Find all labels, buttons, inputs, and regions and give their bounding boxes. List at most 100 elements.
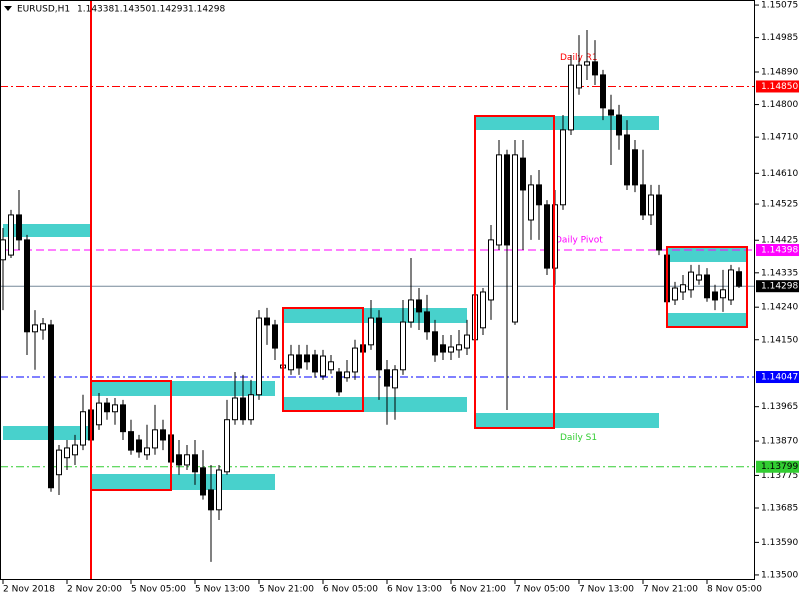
box — [282, 307, 364, 412]
candle-body — [680, 284, 686, 293]
candle-body — [376, 317, 382, 371]
zones — [3, 116, 747, 490]
ohlc-label: 1.14350 — [114, 5, 151, 15]
zone — [91, 474, 275, 490]
x-tick-label: 5 Nov 05:00 — [131, 585, 186, 595]
level-name: Daily Pivot — [555, 236, 603, 246]
y-tick-label: 1.13965 — [761, 402, 798, 412]
candle-body — [728, 269, 734, 301]
y-tick-label: 1.14150 — [761, 335, 798, 345]
candle-body — [464, 334, 470, 349]
candle-body — [520, 157, 526, 191]
candle-body — [576, 64, 582, 89]
candle-body — [152, 429, 158, 449]
candle-body — [536, 184, 542, 206]
box — [666, 246, 748, 328]
candle-body — [264, 317, 270, 326]
candle-body — [384, 369, 390, 387]
y-tick-label: 1.13775 — [761, 471, 798, 481]
candle-body — [160, 429, 166, 441]
candle-body — [32, 324, 38, 333]
candle-body — [272, 324, 278, 349]
candle-body — [344, 371, 350, 379]
candle-body — [192, 454, 198, 473]
y-tick-label: 1.14890 — [761, 68, 798, 78]
level-label: 1.13799 — [761, 462, 798, 472]
candle-body — [128, 431, 134, 451]
candle-body — [528, 184, 534, 221]
zone — [91, 381, 275, 396]
level-label-box — [756, 280, 799, 293]
candle-body — [104, 402, 110, 413]
candle-body — [336, 371, 342, 393]
boxes — [90, 0, 748, 580]
level-name: Daily S1 — [560, 433, 597, 443]
candle-body — [312, 354, 318, 373]
candle-body — [200, 467, 206, 496]
x-tick-label: 6 Nov 13:00 — [387, 585, 442, 595]
candle-body — [704, 274, 710, 299]
candle-body — [0, 239, 6, 261]
x-tick-label: 7 Nov 05:00 — [515, 585, 570, 595]
candle-body — [56, 449, 62, 476]
y-tick-label: 1.14425 — [761, 236, 798, 246]
menu-arrow — [4, 6, 12, 11]
candle-body — [224, 419, 230, 473]
candle-body — [144, 447, 150, 456]
ohlc-label: 1.14293 — [151, 5, 188, 15]
x-tick-label: 6 Nov 05:00 — [323, 585, 378, 595]
y-tick-label: 1.14800 — [761, 100, 798, 110]
level-label: 1.14298 — [761, 282, 798, 292]
y-tick-label: 1.14985 — [761, 33, 798, 43]
candle-body — [112, 404, 118, 413]
candle-body — [448, 346, 454, 353]
candle-body — [208, 489, 214, 511]
candle-body — [176, 454, 182, 466]
level-label-box — [756, 460, 799, 473]
zone — [667, 248, 747, 262]
candle-body — [544, 204, 550, 269]
candle-body — [40, 323, 46, 331]
candle-body — [480, 291, 486, 329]
candle-body — [624, 134, 630, 186]
candle-body — [600, 74, 606, 109]
candle-body — [8, 214, 14, 256]
candle-body — [392, 369, 398, 389]
candle-body — [568, 64, 574, 131]
x-tick-label: 2 Nov 20:00 — [67, 585, 122, 595]
candle-body — [256, 317, 262, 396]
candles — [0, 30, 742, 562]
y-tick-label: 1.14610 — [761, 169, 798, 179]
candle-body — [632, 149, 638, 186]
x-tick-label: 5 Nov 13:00 — [195, 585, 250, 595]
candle-body — [328, 361, 334, 371]
candle-body — [608, 109, 614, 116]
y-tick-label: 1.14525 — [761, 200, 798, 210]
zone — [475, 413, 659, 428]
zone — [283, 397, 467, 412]
level-label-box — [756, 244, 799, 257]
candle-body — [80, 411, 86, 446]
candle-body — [120, 404, 126, 433]
candle-body — [408, 299, 414, 323]
y-tick-label: 1.13590 — [761, 538, 798, 548]
candle-body — [320, 355, 326, 377]
candle-body — [736, 271, 742, 287]
candle-body — [136, 439, 142, 453]
candle-body — [216, 469, 222, 511]
zone — [3, 224, 90, 237]
candle-body — [688, 271, 694, 291]
candle-body — [696, 274, 702, 281]
candle-body — [720, 289, 726, 299]
candle-body — [240, 397, 246, 421]
y-tick-label: 1.14335 — [761, 268, 798, 278]
x-tick-label: 7 Nov 21:00 — [643, 585, 698, 595]
candle-body — [288, 354, 294, 371]
candle-body — [592, 61, 598, 76]
candle-body — [648, 194, 654, 216]
